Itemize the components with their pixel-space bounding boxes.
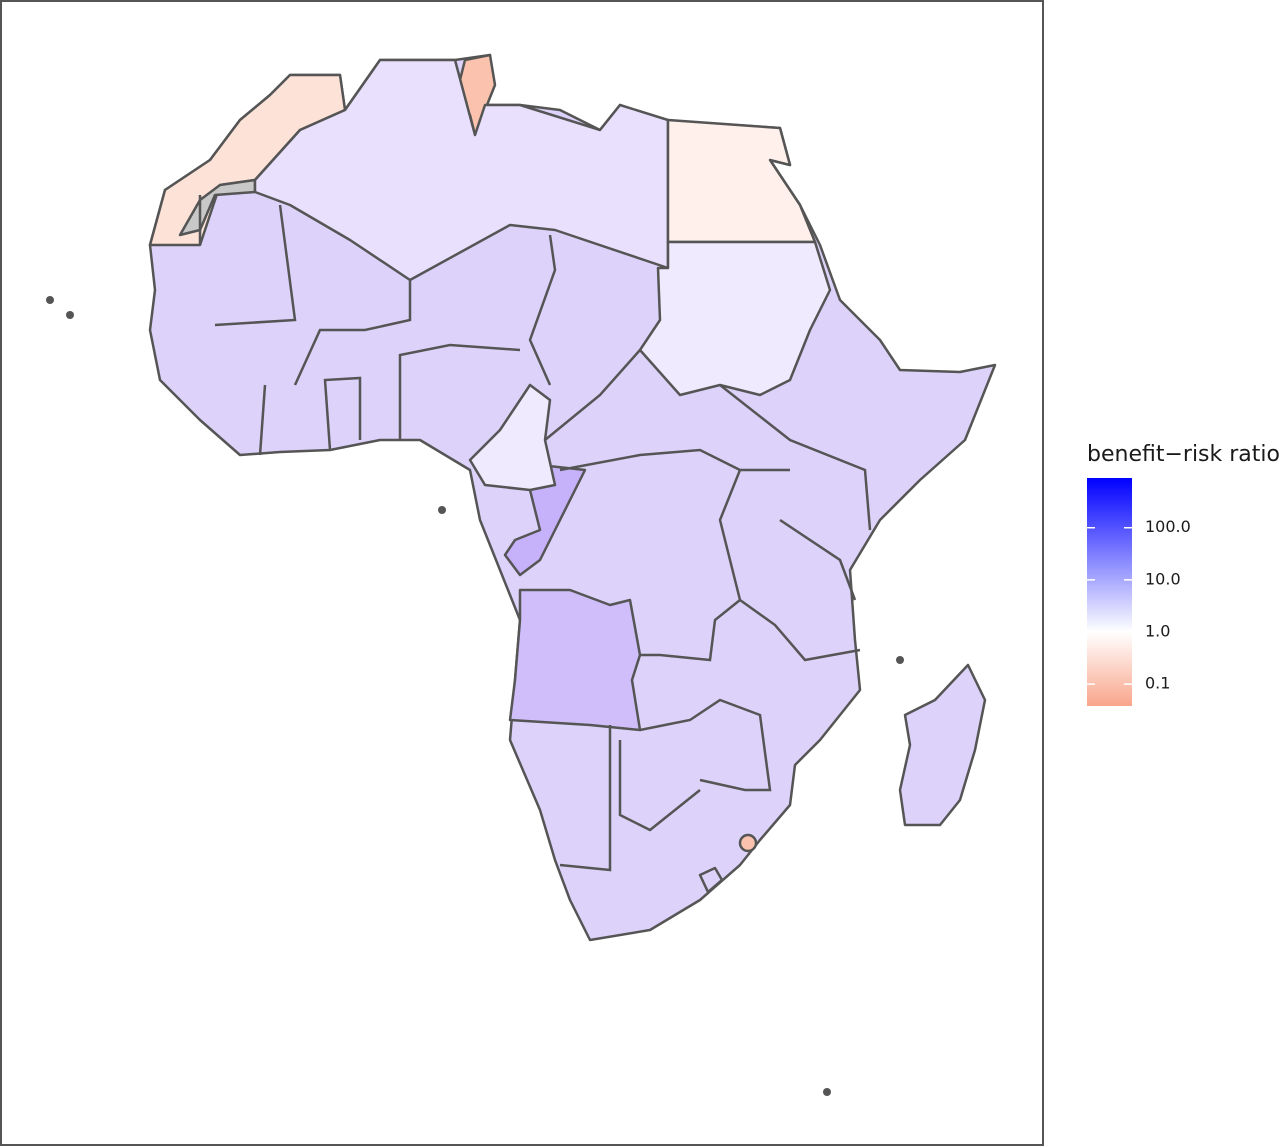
colorbar [1087,478,1132,706]
country [253,58,670,282]
colorbar-tick-label: 10.0 [1145,569,1181,588]
country [738,833,758,853]
colorbar-tick-label: 0.1 [1145,674,1170,693]
colorbar-tick-label: 100.0 [1145,517,1191,536]
country [698,866,724,894]
legend-title: benefit−risk ratio [1087,442,1280,467]
country [508,588,642,732]
country [503,463,587,577]
island [823,1088,831,1096]
island [46,296,54,304]
island [438,506,446,514]
africa-map [46,53,997,1096]
island [896,656,904,664]
border [198,195,872,872]
island [66,311,74,319]
colorbar-tick-label: 1.0 [1145,621,1170,640]
country [898,663,987,827]
